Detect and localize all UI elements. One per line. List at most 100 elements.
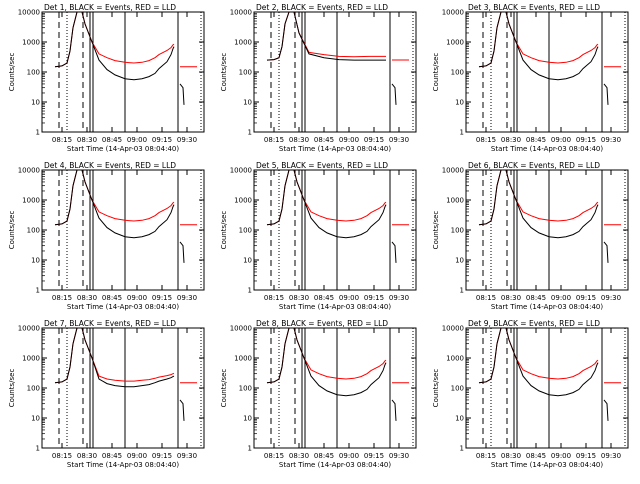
y-tick-label: 1000 bbox=[446, 197, 464, 205]
x-tick-label: 09:30 bbox=[389, 452, 409, 460]
x-tick-label: 09:00 bbox=[127, 136, 147, 144]
x-axis-label: Start Time (14-Apr-03 08:04:40) bbox=[279, 461, 391, 469]
x-tick-label: 09:15 bbox=[152, 294, 172, 302]
series-line-events bbox=[478, 327, 599, 397]
y-tick-label: 1000 bbox=[234, 355, 252, 363]
events-tail bbox=[603, 83, 609, 105]
x-tick-label: 09:30 bbox=[177, 136, 197, 144]
y-tick-label: 10 bbox=[243, 99, 252, 107]
x-tick-label: 08:15 bbox=[52, 294, 72, 302]
y-tick-label: 100 bbox=[27, 69, 40, 77]
x-tick-label: 08:45 bbox=[102, 294, 122, 302]
x-tick-label: 09:15 bbox=[364, 294, 384, 302]
plot-frame bbox=[41, 327, 205, 449]
panel-title: Det 1, BLACK = Events, RED = LLD bbox=[44, 3, 176, 12]
y-tick-label: 10000 bbox=[442, 167, 464, 175]
y-tick-label: 1 bbox=[248, 445, 252, 453]
series-line-lld bbox=[266, 11, 386, 61]
series-line-events bbox=[266, 169, 387, 239]
series-line-lld bbox=[478, 11, 599, 68]
y-tick-label: 10 bbox=[455, 257, 464, 265]
x-tick-label: 08:45 bbox=[526, 452, 546, 460]
x-tick-label: 08:15 bbox=[476, 452, 496, 460]
x-tick-label: 08:15 bbox=[476, 136, 496, 144]
panel-title: Det 5, BLACK = Events, RED = LLD bbox=[256, 161, 388, 170]
y-tick-label: 100 bbox=[451, 69, 464, 77]
x-tick-label: 08:30 bbox=[77, 452, 97, 460]
x-tick-label: 08:30 bbox=[289, 294, 309, 302]
y-tick-label: 1 bbox=[460, 129, 464, 137]
x-tick-label: 08:45 bbox=[526, 136, 546, 144]
y-tick-label: 1 bbox=[460, 445, 464, 453]
x-tick-label: 09:30 bbox=[389, 294, 409, 302]
x-tick-label: 09:15 bbox=[152, 452, 172, 460]
x-tick-label: 09:15 bbox=[576, 136, 596, 144]
x-tick-label: 08:15 bbox=[52, 452, 72, 460]
series-line-lld bbox=[478, 169, 599, 226]
y-tick-label: 10000 bbox=[18, 9, 40, 17]
x-tick-label: 09:30 bbox=[177, 452, 197, 460]
y-tick-label: 10000 bbox=[442, 325, 464, 333]
y-tick-label: 10000 bbox=[442, 9, 464, 17]
y-axis-label: Counts/sec bbox=[432, 369, 440, 408]
x-tick-label: 09:00 bbox=[551, 294, 571, 302]
panel-title: Det 3, BLACK = Events, RED = LLD bbox=[468, 3, 600, 12]
panel-title: Det 2, BLACK = Events, RED = LLD bbox=[256, 3, 388, 12]
x-tick-label: 08:45 bbox=[526, 294, 546, 302]
x-tick-label: 09:00 bbox=[551, 136, 571, 144]
series-line-lld bbox=[478, 327, 599, 384]
series-line-events bbox=[54, 11, 175, 81]
y-tick-label: 1000 bbox=[446, 39, 464, 47]
series-line-events bbox=[54, 169, 175, 239]
plot-frame bbox=[465, 11, 629, 133]
y-tick-label: 1 bbox=[248, 129, 252, 137]
x-tick-label: 08:30 bbox=[501, 294, 521, 302]
events-tail bbox=[391, 83, 397, 105]
x-tick-label: 08:15 bbox=[476, 294, 496, 302]
x-tick-label: 08:45 bbox=[314, 136, 334, 144]
series-line-lld bbox=[266, 327, 387, 384]
plot-frame bbox=[253, 11, 417, 133]
y-axis-label: Counts/sec bbox=[220, 369, 228, 408]
y-tick-label: 100 bbox=[239, 227, 252, 235]
x-tick-label: 08:30 bbox=[289, 136, 309, 144]
y-tick-label: 10000 bbox=[230, 9, 252, 17]
chart-panel-2: Det 2, BLACK = Events, RED = LLD 1 10 100 10… bbox=[220, 3, 417, 153]
plot-frame bbox=[465, 169, 629, 291]
series-line-events bbox=[478, 11, 599, 81]
x-tick-label: 08:45 bbox=[102, 452, 122, 460]
y-tick-label: 1 bbox=[36, 287, 40, 295]
x-tick-label: 08:15 bbox=[264, 294, 284, 302]
chart-panel-9: Det 9, BLACK = Events, RED = LLD 1 10 100 10… bbox=[432, 319, 629, 469]
events-tail bbox=[603, 241, 609, 263]
x-tick-label: 09:15 bbox=[364, 136, 384, 144]
series-line-lld bbox=[54, 169, 175, 226]
y-tick-label: 10 bbox=[243, 257, 252, 265]
y-tick-label: 1000 bbox=[22, 39, 40, 47]
x-axis-label: Start Time (14-Apr-03 08:04:40) bbox=[67, 303, 179, 311]
panel-title: Det 6, BLACK = Events, RED = LLD bbox=[468, 161, 600, 170]
y-axis-label: Counts/sec bbox=[432, 211, 440, 250]
x-tick-label: 08:45 bbox=[314, 294, 334, 302]
x-tick-label: 08:45 bbox=[314, 452, 334, 460]
y-tick-label: 10 bbox=[455, 99, 464, 107]
x-tick-label: 09:00 bbox=[339, 452, 359, 460]
x-axis-label: Start Time (14-Apr-03 08:04:40) bbox=[279, 303, 391, 311]
y-axis-label: Counts/sec bbox=[220, 53, 228, 92]
y-tick-label: 10 bbox=[31, 257, 40, 265]
x-tick-label: 08:30 bbox=[501, 452, 521, 460]
series-line-lld bbox=[266, 169, 387, 226]
events-tail bbox=[179, 83, 185, 105]
series-line-events bbox=[266, 11, 386, 61]
chart-panel-4: Det 4, BLACK = Events, RED = LLD 1 10 100 10… bbox=[8, 161, 205, 311]
y-tick-label: 10 bbox=[31, 415, 40, 423]
y-tick-label: 10000 bbox=[230, 167, 252, 175]
y-axis-label: Counts/sec bbox=[432, 53, 440, 92]
y-tick-label: 1 bbox=[36, 445, 40, 453]
y-axis-label: Counts/sec bbox=[8, 53, 16, 92]
x-tick-label: 09:00 bbox=[127, 452, 147, 460]
y-tick-label: 1000 bbox=[22, 355, 40, 363]
x-tick-label: 08:15 bbox=[264, 452, 284, 460]
panel-title: Det 9, BLACK = Events, RED = LLD bbox=[468, 319, 600, 328]
events-tail bbox=[179, 241, 185, 263]
